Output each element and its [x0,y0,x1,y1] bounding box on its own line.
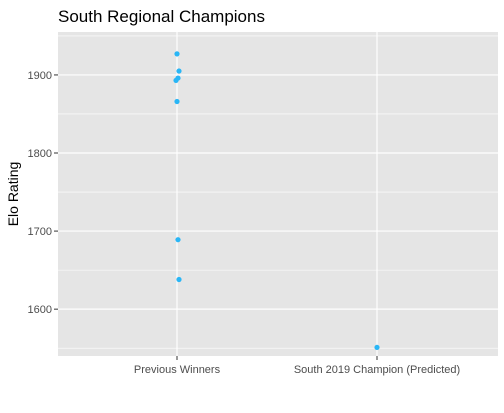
y-axis-title: Elo Rating [5,162,21,227]
y-tick-label: 1600 [28,304,52,316]
data-point [176,276,182,283]
x-axis-ticks: Previous Winners South 2019 Champion (Pre… [134,356,460,376]
data-point [374,344,380,351]
y-tick-label: 1700 [28,226,52,238]
x-tick-label: Previous Winners [134,364,221,376]
x-tick-label: South 2019 Champion (Predicted) [294,364,460,376]
data-point [174,51,180,57]
data-point [173,77,179,84]
data-point [174,98,180,105]
minor-gridlines [58,35,498,349]
major-gridlines [58,32,498,356]
data-point [175,237,181,243]
y-tick-label: 1800 [28,148,52,160]
y-axis-ticks: 1600 1700 1800 1900 [28,70,58,316]
plot-panel [58,32,498,356]
data-point [176,68,182,74]
y-tick-label: 1900 [28,70,52,82]
chart-title: South Regional Champions [58,7,265,26]
data-points [173,51,380,351]
